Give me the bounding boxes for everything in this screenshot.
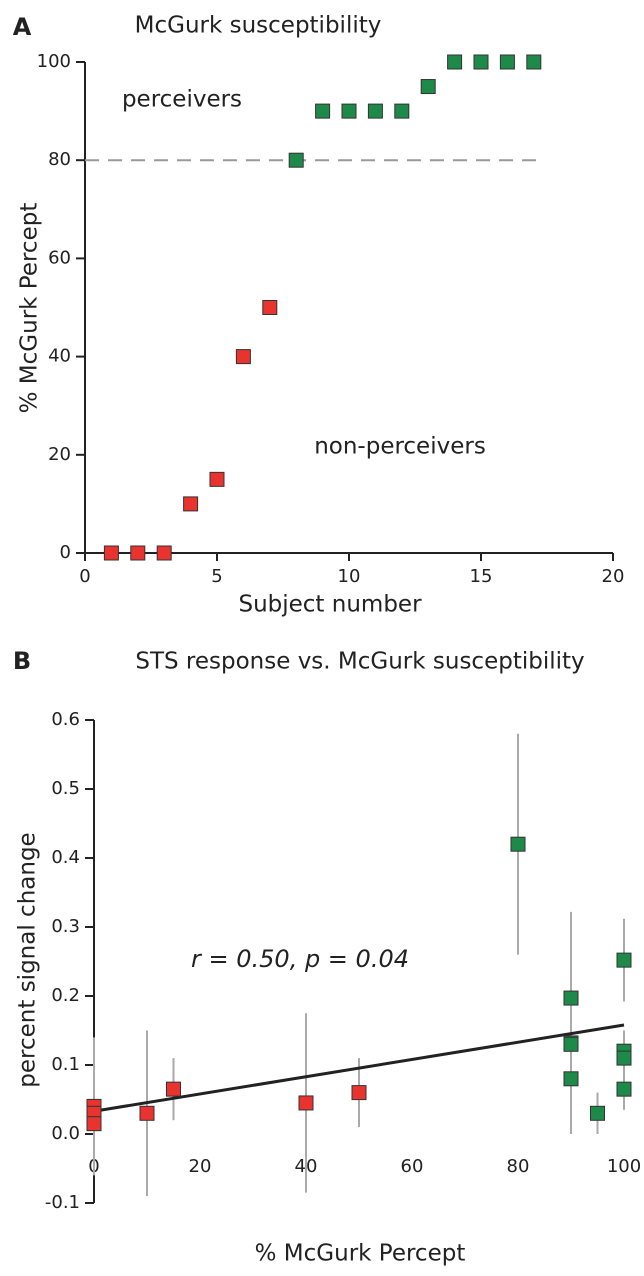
x-tick-label: 5: [211, 566, 222, 587]
point: [499, 54, 515, 70]
point: [420, 79, 436, 95]
y-axis-label: percent signal change: [15, 832, 41, 1087]
annotation: r = 0.50, p = 0.04: [191, 945, 409, 973]
point: [563, 990, 579, 1006]
point: [166, 1081, 181, 1097]
panel-label: B: [13, 647, 31, 675]
point: [315, 103, 331, 119]
point: [209, 471, 225, 487]
point: [341, 103, 357, 119]
point: [183, 496, 199, 512]
series-label: perceivers: [122, 87, 242, 113]
y-tick-label: 80: [48, 149, 71, 170]
x-tick-label: 60: [401, 1156, 424, 1177]
point: [367, 103, 383, 119]
point: [394, 103, 410, 119]
point: [563, 1071, 579, 1087]
y-tick-label: 0.2: [51, 985, 80, 1006]
point: [262, 300, 278, 315]
point: [130, 545, 146, 561]
y-tick-label: 40: [48, 346, 71, 367]
point: [298, 1095, 314, 1111]
chart-title: McGurk susceptibility: [135, 13, 382, 39]
x-tick-label: 15: [470, 566, 493, 587]
point: [351, 1085, 367, 1101]
point: [510, 836, 526, 852]
y-tick-label: 0.6: [51, 709, 80, 730]
chart-title: STS response vs. McGurk susceptibility: [135, 649, 584, 675]
point: [616, 1050, 632, 1066]
y-tick-label: 0.5: [51, 778, 80, 799]
x-tick-label: 20: [602, 566, 625, 587]
y-tick-label: 0.3: [51, 916, 80, 937]
point: [156, 545, 172, 561]
x-tick-label: 20: [189, 1156, 212, 1177]
point: [590, 1105, 605, 1121]
x-tick-label: 80: [507, 1156, 530, 1177]
x-tick-label: 0: [79, 566, 90, 587]
point: [563, 1036, 579, 1052]
y-tick-label: 0.1: [51, 1054, 80, 1075]
point: [139, 1105, 155, 1121]
point: [447, 54, 463, 70]
point: [616, 952, 632, 968]
point: [473, 54, 489, 70]
y-tick-label: 0: [60, 542, 71, 563]
x-axis-label: % McGurk Percept: [255, 1241, 466, 1267]
x-tick-label: 10: [338, 566, 361, 587]
panel-label: A: [13, 13, 32, 41]
point: [86, 1116, 102, 1132]
point: [103, 545, 119, 561]
point: [288, 152, 304, 168]
x-tick-label: 100: [607, 1156, 641, 1177]
point: [526, 54, 542, 70]
y-tick-label: 60: [48, 247, 71, 268]
y-tick-label: 0.4: [51, 847, 80, 868]
y-tick-label: -0.1: [45, 1192, 80, 1213]
y-axis-label: % McGurk Percept: [17, 203, 43, 414]
series-label: non-perceivers: [314, 434, 486, 460]
point: [235, 349, 251, 365]
fit-line: [93, 1023, 625, 1113]
y-tick-label: 20: [48, 444, 71, 465]
y-tick-label: 0.0: [51, 1123, 80, 1144]
y-tick-label: 100: [37, 51, 71, 72]
point: [616, 1081, 632, 1097]
x-axis-label: Subject number: [238, 592, 422, 618]
